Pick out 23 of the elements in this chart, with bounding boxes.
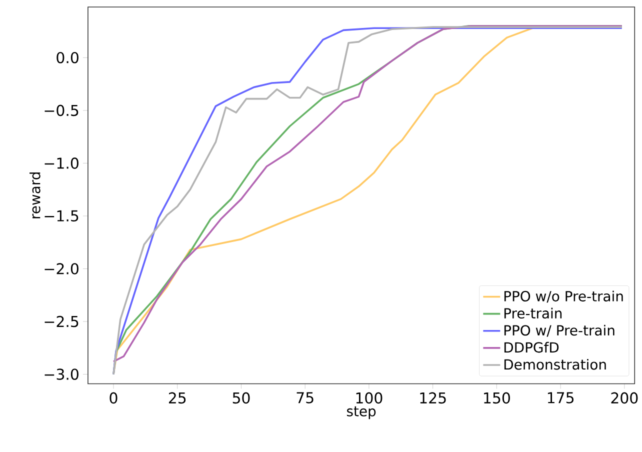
legend-label: DDPGfD [504, 342, 559, 353]
y-tick-label: 0.0 [56, 52, 78, 64]
legend-label: Pre-train [504, 308, 562, 319]
x-tick-label: 175 [548, 392, 574, 404]
y-tick-label: −0.5 [44, 104, 78, 116]
x-tick-label: 125 [420, 392, 446, 404]
x-tick-label: 100 [356, 392, 382, 404]
legend-label: PPO w/ Pre-train [504, 324, 614, 337]
legend-label: PPO w/o Pre-train [504, 290, 623, 303]
y-tick-label: −2.5 [44, 316, 78, 328]
x-tick-label: 150 [484, 392, 510, 404]
y-tick-label: −1.5 [44, 210, 78, 222]
x-tick-label: 25 [168, 392, 186, 404]
legend-label: Demonstration [504, 359, 606, 370]
x-tick-label: 75 [296, 392, 314, 404]
x-tick-label: 50 [232, 392, 250, 404]
y-axis-title: reward [30, 172, 40, 218]
x-tick-label: 0 [110, 392, 118, 404]
y-tick-label: −3.0 [44, 368, 78, 380]
y-tick-label: −2.0 [44, 263, 78, 275]
y-tick-label: −1.0 [44, 158, 78, 169]
x-tick-label: 200 [611, 392, 638, 404]
x-axis-title: step [346, 406, 376, 420]
